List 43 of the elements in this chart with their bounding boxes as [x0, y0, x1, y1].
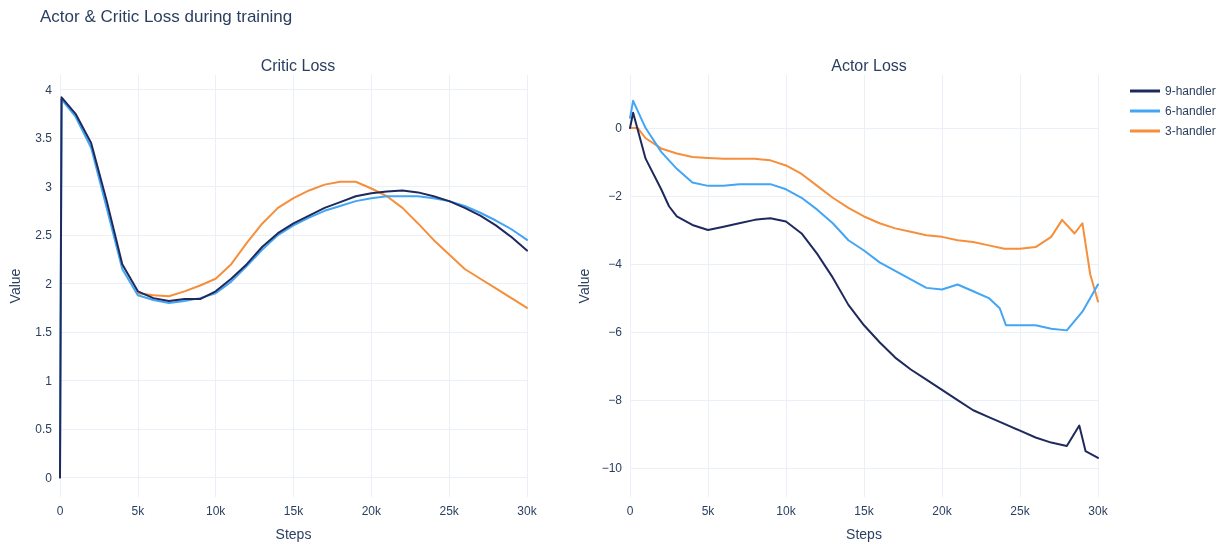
x-tick-label: 25k [439, 504, 460, 518]
y-tick-label: −6 [608, 325, 623, 340]
y-tick-label: −10 [601, 461, 623, 476]
y-tick-label: 4 [45, 82, 53, 97]
y-tick-label: 1.5 [35, 325, 53, 340]
y-axis-title: Value [7, 268, 23, 304]
x-axis-title: Steps [846, 526, 882, 542]
line-series [629, 99, 1099, 332]
legend-label: 3-handler [1165, 124, 1216, 138]
y-tick-label: −4 [608, 257, 623, 272]
line-series [136, 180, 528, 309]
chart-title: Critic Loss [260, 56, 336, 74]
x-tick-label: 25k [1010, 504, 1031, 518]
line-series [629, 127, 1099, 303]
y-tick-label: 3 [45, 179, 53, 194]
chart-title: Actor Loss [831, 56, 907, 74]
legend-label: 9-handler [1165, 84, 1216, 98]
x-tick-label: 30k [1088, 504, 1109, 518]
x-tick-label: 30k [517, 504, 538, 518]
y-tick-label: 3.5 [35, 131, 53, 146]
x-tick-label: 10k [205, 504, 227, 518]
text: Actor & Critic Loss during training [40, 7, 293, 26]
y-tick-label: 1 [45, 373, 53, 388]
x-tick-label: 5k [701, 504, 716, 518]
x-tick-label: 5k [131, 504, 146, 518]
line-series [629, 111, 1099, 459]
y-tick-label: −8 [608, 393, 623, 408]
y-tick-label: 2.5 [35, 228, 53, 243]
y-tick-label: −2 [608, 189, 623, 204]
y-tick-label: 0 [45, 470, 53, 485]
x-tick-label: 0 [626, 504, 634, 518]
x-tick-label: 10k [776, 504, 797, 518]
legend-label: 6-handler [1165, 104, 1216, 118]
x-tick-label: 15k [283, 504, 305, 518]
y-axis-title: Value [575, 268, 592, 304]
x-axis-title: Steps [275, 526, 312, 542]
x-tick-label: 20k [361, 504, 382, 518]
x-tick-label: 0 [56, 504, 64, 518]
y-tick-label: 0.5 [35, 422, 53, 437]
x-tick-label: 15k [854, 504, 875, 518]
y-tick-label: 2 [45, 276, 53, 291]
y-tick-label: 0 [615, 121, 623, 136]
x-tick-label: 20k [932, 504, 953, 518]
